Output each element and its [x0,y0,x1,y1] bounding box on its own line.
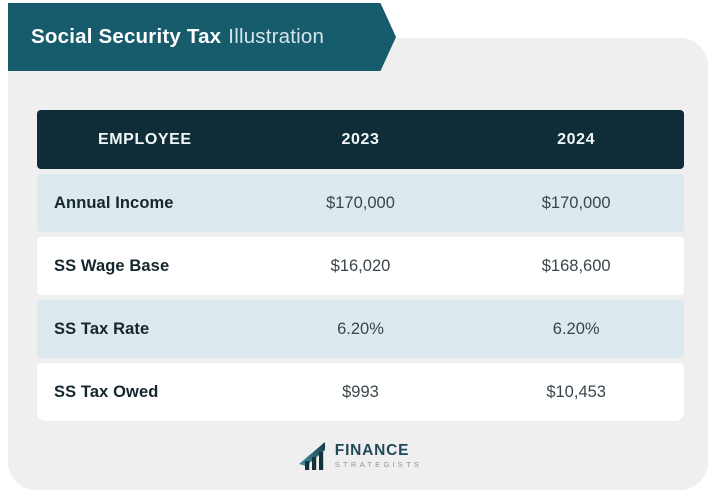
finance-strategists-ramp-bars-icon [298,442,325,470]
ss-wage-base-2024-value: $168,600 [541,256,611,275]
ss-wage-base-2023-value: $16,020 [330,256,391,275]
column-header-employee: EMPLOYEE [97,130,192,148]
row-label-annual-income: Annual Income [54,193,174,212]
row-label-ss-tax-owed: SS Tax Owed [54,382,159,401]
table-header-row: EMPLOYEE 2023 2024 [37,110,684,169]
brand-footer: FINANCE STRATEGISTS [0,441,720,471]
ss-tax-owed-2023-value: $993 [342,382,379,401]
column-header-2024: 2024 [557,130,596,148]
brand-wordmark: FINANCE STRATEGISTS [335,443,422,469]
table-row: SS Tax Owed $993 $10,453 [37,363,684,421]
brand-name-strategists: STRATEGISTS [334,460,423,470]
table-row: SS Tax Rate 6.20% 6.20% [37,300,684,358]
title-banner: Social Security Tax Illustration [8,3,396,71]
table-row: Annual Income $170,000 $170,000 [37,174,684,232]
table-row: SS Wage Base $16,020 $168,600 [37,237,684,295]
banner-title-bold: Social Security Tax [31,25,222,48]
annual-income-2023-value: $170,000 [326,193,395,212]
column-header-2023: 2023 [341,130,380,148]
row-label-ss-wage-base: SS Wage Base [54,256,170,275]
ss-tax-rate-2023-value: 6.20% [337,319,384,338]
ss-tax-owed-2024-value: $10,453 [546,382,606,401]
tax-comparison-table: EMPLOYEE 2023 2024 Annual Income $170,00… [37,110,684,421]
annual-income-2024-value: $170,000 [541,193,611,212]
banner-title-regular: Illustration [228,25,325,48]
brand-name-finance: FINANCE [334,442,410,460]
ss-tax-rate-2024-value: 6.20% [552,319,600,338]
row-label-ss-tax-rate: SS Tax Rate [54,319,150,338]
